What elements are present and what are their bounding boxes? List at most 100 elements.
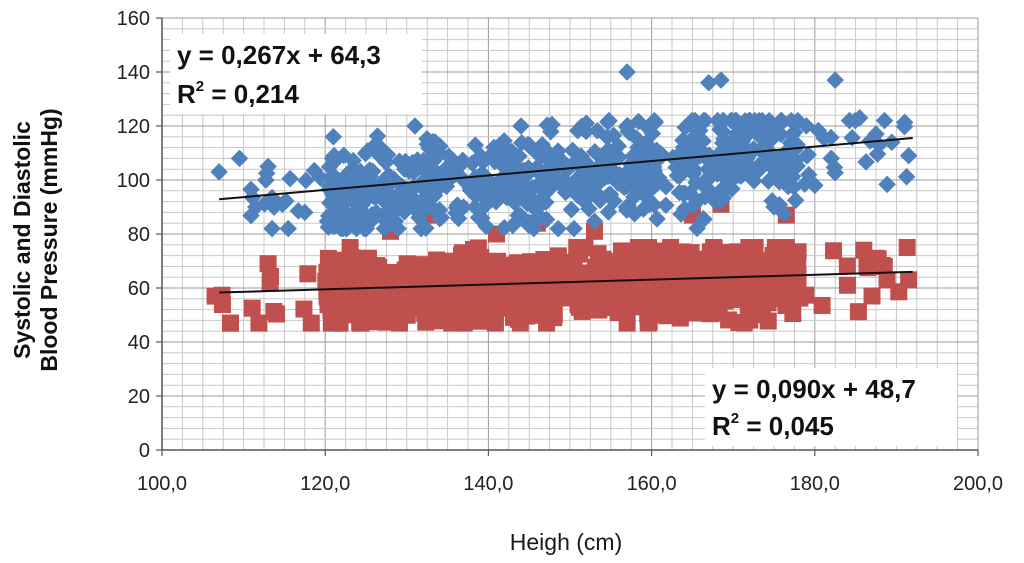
r2-diastolic: R2 = 0,045 bbox=[712, 410, 834, 441]
systolic-point bbox=[600, 111, 618, 130]
diastolic-point bbox=[398, 306, 416, 324]
systolic-point bbox=[699, 73, 718, 92]
systolic-point bbox=[297, 171, 315, 190]
systolic-point bbox=[705, 192, 724, 210]
systolic-point bbox=[366, 185, 385, 204]
diastolic-point bbox=[414, 256, 432, 274]
diastolic-point bbox=[705, 240, 723, 258]
diastolic-point bbox=[639, 314, 657, 332]
systolic-point bbox=[429, 146, 448, 164]
systolic-point bbox=[512, 117, 530, 135]
systolic-point bbox=[640, 160, 659, 178]
systolic-point bbox=[875, 111, 894, 130]
systolic-point bbox=[782, 111, 801, 130]
systolic-point bbox=[868, 145, 887, 163]
equation-systolic: y = 0,267x + 64,3 R2 = 0,214 bbox=[170, 34, 422, 114]
systolic-point bbox=[683, 159, 702, 178]
y-tick-label: 100 bbox=[117, 170, 150, 192]
diastolic-point bbox=[571, 245, 589, 263]
systolic-point bbox=[770, 161, 788, 180]
systolic-point bbox=[694, 132, 712, 150]
systolic-point bbox=[611, 166, 629, 184]
y-tick-label: 160 bbox=[117, 8, 150, 30]
diastolic-point bbox=[322, 314, 340, 332]
diastolic-point bbox=[618, 314, 636, 332]
systolic-point bbox=[416, 219, 435, 237]
systolic-point bbox=[645, 196, 663, 214]
systolic-point bbox=[765, 198, 783, 216]
systolic-point bbox=[425, 186, 444, 205]
diastolic-point bbox=[396, 261, 414, 279]
systolic-point bbox=[570, 174, 589, 192]
diastolic-point bbox=[265, 302, 283, 320]
systolic-point bbox=[389, 219, 407, 238]
systolic-point bbox=[826, 71, 845, 89]
systolic-point bbox=[565, 219, 583, 238]
diastolic-point bbox=[625, 292, 643, 310]
diastolic-point bbox=[413, 284, 431, 302]
diastolic-point bbox=[706, 261, 724, 279]
systolic-point bbox=[305, 161, 324, 180]
diastolic-point bbox=[634, 242, 652, 260]
diastolic-point bbox=[486, 312, 504, 330]
diastolic-point bbox=[521, 306, 539, 324]
systolic-point bbox=[573, 190, 591, 208]
systolic-point bbox=[668, 166, 687, 185]
systolic-point bbox=[210, 163, 228, 181]
systolic-point bbox=[585, 142, 604, 161]
systolic-point bbox=[563, 141, 582, 160]
diastolic-point bbox=[545, 309, 563, 327]
systolic-point bbox=[694, 209, 713, 228]
x-tick-label: 180,0 bbox=[790, 473, 840, 495]
x-tick-label: 140,0 bbox=[463, 473, 513, 495]
systolic-point bbox=[377, 153, 395, 172]
systolic-point bbox=[784, 178, 803, 196]
systolic-point bbox=[577, 114, 596, 133]
systolic-point bbox=[708, 111, 727, 130]
systolic-point bbox=[441, 162, 460, 181]
x-tick-label: 100,0 bbox=[137, 473, 187, 495]
systolic-point bbox=[281, 169, 299, 188]
diastolic-point bbox=[499, 299, 517, 317]
diastolic-point bbox=[455, 314, 473, 332]
x-tick-label: 160,0 bbox=[627, 473, 677, 495]
trendline-diastolic bbox=[219, 270, 913, 294]
systolic-point bbox=[850, 109, 869, 127]
diastolic-point bbox=[570, 298, 588, 316]
systolic-point bbox=[797, 117, 816, 135]
diastolic-point bbox=[683, 301, 701, 319]
systolic-point bbox=[686, 111, 704, 130]
systolic-point bbox=[466, 186, 485, 205]
systolic-point bbox=[630, 180, 648, 198]
diastolic-point bbox=[740, 239, 758, 256]
systolic-point bbox=[325, 152, 344, 170]
diastolic-point bbox=[768, 240, 786, 258]
y-tick-label: 60 bbox=[128, 278, 150, 300]
systolic-point bbox=[618, 201, 636, 220]
diastolic-point bbox=[461, 248, 479, 266]
systolic-point bbox=[498, 177, 517, 196]
systolic-point bbox=[680, 184, 699, 203]
systolic-point bbox=[473, 164, 491, 183]
systolic-point bbox=[629, 112, 648, 131]
diastolic-point bbox=[789, 243, 807, 261]
systolic-point bbox=[395, 203, 414, 221]
diastolic-point bbox=[750, 283, 768, 301]
systolic-point bbox=[273, 195, 292, 214]
systolic-point bbox=[537, 210, 556, 229]
diastolic-point bbox=[382, 263, 400, 281]
systolic-point bbox=[549, 219, 568, 238]
systolic-point bbox=[536, 193, 555, 212]
diastolic-point bbox=[250, 314, 268, 332]
systolic-point bbox=[712, 71, 730, 89]
systolic-point bbox=[230, 149, 249, 168]
systolic-point bbox=[799, 145, 818, 164]
diastolic-point bbox=[746, 306, 764, 324]
diastolic-point bbox=[359, 249, 377, 267]
systolic-point bbox=[585, 212, 604, 231]
diastolic-point bbox=[358, 263, 376, 281]
systolic-point bbox=[395, 160, 414, 179]
diastolic-point bbox=[724, 249, 742, 267]
